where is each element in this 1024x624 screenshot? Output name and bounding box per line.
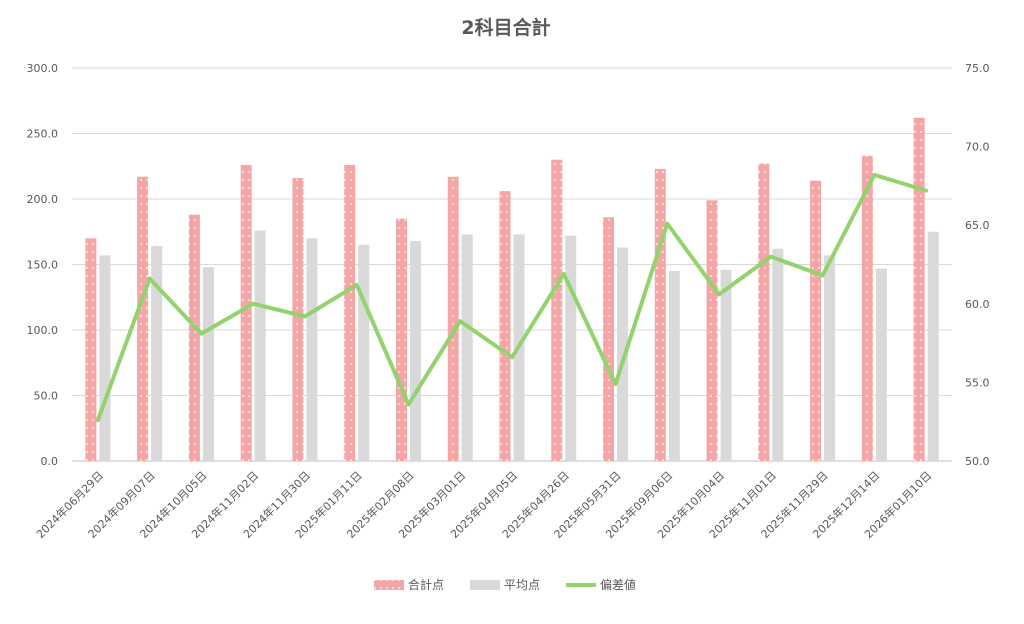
bar-total [240,164,252,461]
bar-average [202,267,214,461]
bar-total [654,168,666,461]
left-tick-label: 200.0 [27,193,59,206]
bar-average [772,248,784,461]
bar-total [292,178,304,462]
bar-total [447,176,459,462]
right-tick-label: 60.0 [965,298,990,311]
bar-total [603,217,615,461]
left-tick-label: 50.0 [34,390,59,403]
bars [85,117,939,462]
bar-average [306,238,318,461]
legend-label-average: 平均点 [504,578,540,592]
chart-title: 2科目合計 [461,16,550,39]
gridlines [72,67,952,462]
left-tick-label: 300.0 [27,62,59,75]
left-tick-label: 0.0 [41,455,59,468]
bar-average [565,235,577,461]
bar-average [151,246,163,461]
line-series [95,172,929,423]
bar-average [617,247,629,461]
bar-total [395,218,407,461]
left-tick-label: 150.0 [27,259,59,272]
x-axis-ticks: 2024年06月29日2024年09月07日2024年10月05日2024年11… [33,468,934,541]
left-axis-ticks: 0.0 50.0 100.0 150.0 200.0 250.0 300.0 [27,62,59,468]
legend-swatch-average [470,580,500,590]
bar-total [706,200,718,461]
line-deviation [95,172,929,423]
bar-average [824,255,836,461]
right-tick-label: 55.0 [965,376,990,389]
bar-total [913,117,925,461]
left-tick-label: 100.0 [27,324,59,337]
left-tick-label: 250.0 [27,128,59,141]
bar-average [927,231,939,461]
right-tick-label: 65.0 [965,219,990,232]
bar-total [861,155,873,461]
legend-label-total: 合計点 [408,577,444,592]
bar-average [254,230,266,461]
bar-average [358,244,370,461]
bar-total [551,159,563,461]
bar-total [499,191,511,461]
bar-total [137,176,149,462]
legend: 合計点 平均点 偏差値 [374,577,636,592]
right-tick-label: 75.0 [965,62,990,75]
legend-label-deviation: 偏差値 [600,577,636,592]
bar-total [758,163,770,461]
bar-total [810,180,822,461]
bar-average [99,255,111,461]
right-tick-label: 70.0 [965,141,990,154]
right-axis-ticks: 50.0 55.0 60.0 65.0 70.0 75.0 [965,62,990,468]
bar-total [85,238,97,461]
right-tick-label: 50.0 [965,455,990,468]
bar-average [720,269,732,461]
bar-total [188,214,200,461]
bar-total [344,164,356,461]
legend-swatch-total [374,580,404,590]
bar-average [875,268,887,461]
bar-average [668,271,680,461]
bar-average [461,234,473,461]
bar-average [409,240,421,461]
